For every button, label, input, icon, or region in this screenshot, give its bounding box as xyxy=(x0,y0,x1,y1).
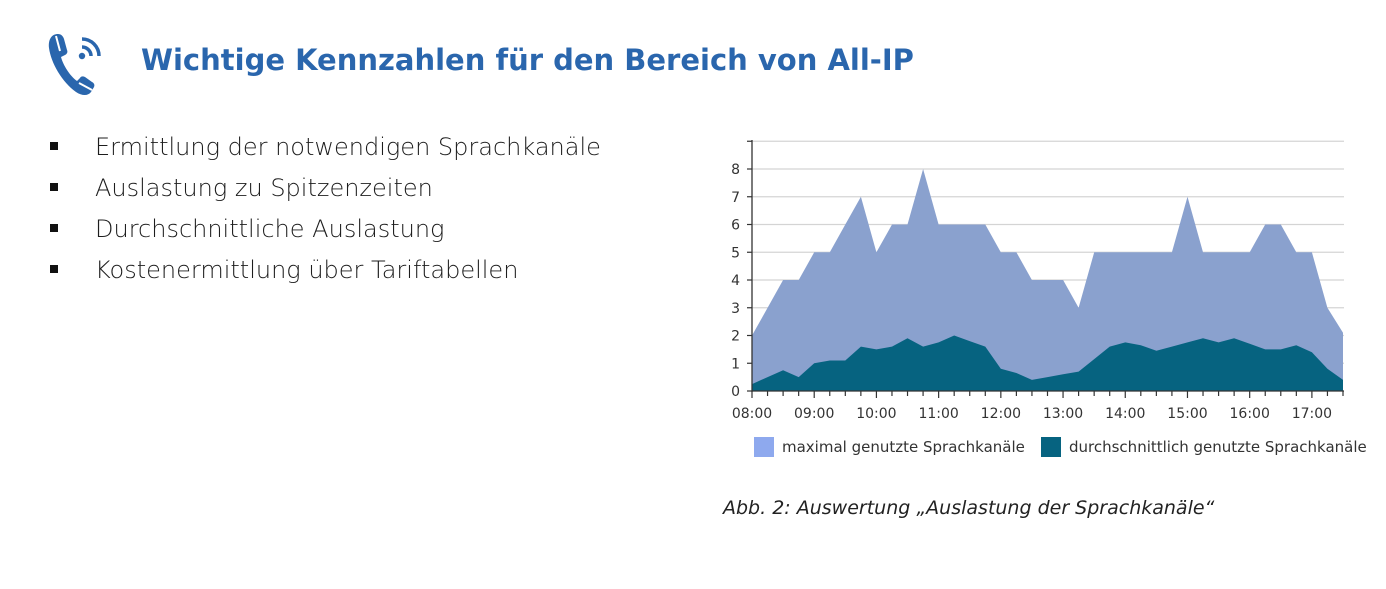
y-tick-label: 5 xyxy=(731,245,740,261)
y-tick-label: 8 xyxy=(731,162,740,178)
legend-label-avg: durchschnittlich genutzte Sprachkanäle xyxy=(1069,438,1367,456)
x-tick-label: 12:00 xyxy=(981,406,1021,422)
y-tick-label: 0 xyxy=(731,384,740,400)
x-tick-label: 09:00 xyxy=(794,406,834,422)
y-tick-label: 3 xyxy=(731,301,740,317)
legend-swatch-max xyxy=(754,437,774,457)
area-series-avg xyxy=(752,335,1343,391)
x-tick-label: 11:00 xyxy=(918,406,958,422)
y-tick-label: 6 xyxy=(731,218,740,234)
usage-chart: 0 1 2 3 4 5 6 7 8 08:00 09:00 10:00 11:00 12:00 13:00 1… xyxy=(731,140,1344,422)
bullet-square-icon xyxy=(50,265,58,273)
bullet-square-icon xyxy=(50,142,58,150)
y-tick-label: 7 xyxy=(731,190,740,206)
bullet-item: Durchschnittliche Auslastung xyxy=(50,210,601,251)
bullet-square-icon xyxy=(50,183,58,191)
page-title: Wichtige Kennzahlen für den Bereich von … xyxy=(141,43,914,77)
x-tick-label: 14:00 xyxy=(1105,406,1145,422)
legend-item-max: maximal genutzte Sprachkanäle xyxy=(754,437,1025,457)
legend-label-max: maximal genutzte Sprachkanäle xyxy=(782,438,1025,456)
y-tick-label: 4 xyxy=(731,273,740,289)
x-tick-label: 13:00 xyxy=(1043,406,1083,422)
x-tick-label: 16:00 xyxy=(1230,406,1270,422)
y-tick-label: 1 xyxy=(731,356,740,372)
bullet-list: Ermittlung der notwendigen Sprachkanäle … xyxy=(50,128,601,292)
legend-item-avg: durchschnittlich genutzte Sprachkanäle xyxy=(1041,437,1367,457)
phone-signal-icon xyxy=(48,34,101,95)
bullet-item: Kostenermittlung über Tariftabellen xyxy=(50,251,601,292)
x-tick-label: 15:00 xyxy=(1167,406,1207,422)
x-tick-label: 17:00 xyxy=(1292,406,1332,422)
bullet-item: Ermittlung der notwendigen Sprachkanäle xyxy=(50,128,601,169)
x-tick-label: 08:00 xyxy=(732,406,772,422)
y-tick-label: 2 xyxy=(731,329,740,345)
x-tick-label: 10:00 xyxy=(856,406,896,422)
figure-caption: Abb. 2: Auswertung „Auslastung der Sprac… xyxy=(723,497,1215,519)
bullet-square-icon xyxy=(50,224,58,232)
area-series-max xyxy=(752,169,1343,391)
bullet-item: Auslastung zu Spitzenzeiten xyxy=(50,169,601,210)
legend-swatch-avg xyxy=(1041,437,1061,457)
